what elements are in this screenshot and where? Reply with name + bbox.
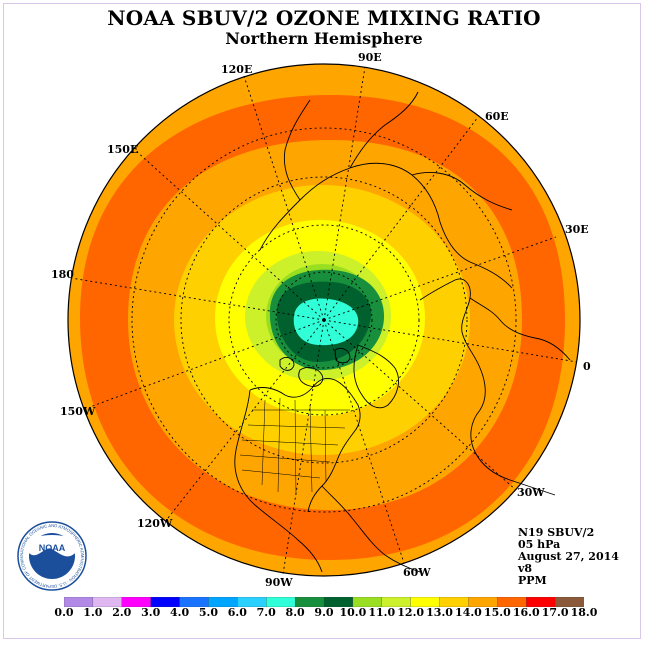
colorbar-tick-label: 0.0	[54, 606, 74, 619]
colorbar-tick-label: 1.0	[83, 606, 103, 619]
colorbar-tick-label: 14.0	[455, 606, 482, 619]
noaa-logo: NATIONAL OCEANIC AND ATMOSPHERIC ADMINIS…	[17, 521, 87, 591]
graticule	[70, 66, 578, 575]
info-level: 05 hPa	[518, 538, 561, 551]
logo-text: NOAA	[39, 543, 66, 553]
lon-label-180: 180	[51, 268, 74, 281]
europe-africa-coast	[419, 278, 571, 496]
colorbar-tick-label: 12.0	[397, 606, 425, 619]
lon-label-120e: 120E	[221, 63, 253, 76]
colorbar-tick-label: 13.0	[426, 606, 453, 619]
ozone-field	[68, 64, 580, 576]
plot-frame	[3, 3, 641, 639]
logo-gull	[29, 535, 75, 557]
colorbar	[64, 597, 584, 607]
info-date: August 27, 2014	[518, 550, 619, 563]
colorbar-tick-label: 7.0	[256, 606, 276, 619]
fill-7	[293, 298, 359, 346]
greenland-coast	[353, 344, 399, 409]
colorbar-tick-label: 15.0	[483, 606, 511, 619]
colorbar-tick-label: 17.0	[541, 606, 569, 619]
arctic-islands	[279, 347, 351, 387]
colorbar-tick-label: 11.0	[368, 606, 396, 619]
lon-label-0: 0	[583, 360, 591, 373]
lon-label-150e: 150E	[107, 143, 139, 156]
info-units: PPM	[518, 574, 547, 587]
colorbar-tick-label: 8.0	[285, 606, 305, 619]
lon-label-60w: 60W	[403, 566, 431, 579]
lon-label-30w: 30W	[517, 486, 545, 499]
colorbar-tick-label: 6.0	[227, 606, 247, 619]
lon-label-150w: 150W	[60, 405, 96, 418]
colorbar-tick-label: 18.0	[570, 606, 598, 619]
map-border	[67, 63, 581, 577]
colorbar-tick-label: 3.0	[141, 606, 161, 619]
map-subtitle: Northern Hemisphere	[225, 29, 423, 48]
colorbar-swatch	[554, 597, 584, 607]
colorbar-tick-label: 9.0	[314, 606, 334, 619]
colorbar-tick-label: 4.0	[169, 606, 190, 619]
lon-label-120w: 120W	[137, 517, 173, 530]
lon-label-30e: 30E	[565, 223, 589, 236]
info-version: v8	[518, 562, 533, 575]
state-borders	[239, 397, 350, 496]
colorbar-tick-label: 2.0	[112, 606, 132, 619]
lon-label-90w: 90W	[265, 576, 293, 589]
colorbar-tick-label: 5.0	[198, 606, 219, 619]
colorbar-tick-label: 10.0	[339, 606, 367, 619]
map-title: NOAA SBUV/2 OZONE MIXING RATIO	[107, 6, 541, 30]
info-instrument: N19 SBUV/2	[518, 526, 595, 539]
colorbar-tick-label: 16.0	[512, 606, 540, 619]
asia-coast	[259, 91, 513, 289]
lon-label-90e: 90E	[358, 51, 382, 64]
lon-label-60e: 60E	[485, 110, 509, 123]
north-america-coast	[234, 377, 421, 573]
coastlines	[234, 91, 571, 573]
